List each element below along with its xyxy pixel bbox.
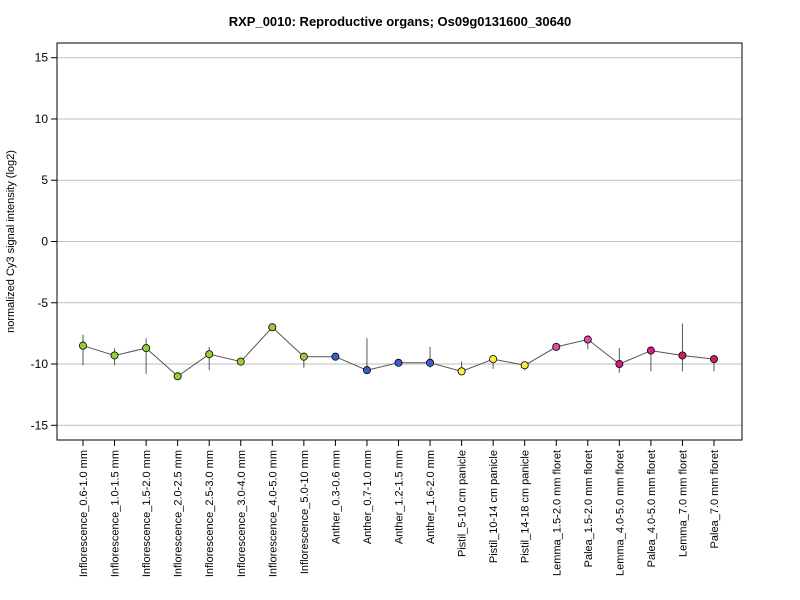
data-point [520,361,529,370]
data-point [362,366,371,375]
data-point [173,372,182,381]
data-point [394,358,403,367]
data-point [489,355,498,364]
x-tick-label: Palea_1.5-2.0 mm floret [583,450,595,567]
x-tick-label: Pistil_10-14 cm panicle [488,450,500,563]
data-point [268,323,277,332]
data-point [646,346,655,355]
x-tick-label: Lemma_1.5-2.0 mm floret [551,450,563,576]
x-tick-label: Lemma_7.0 mm floret [677,450,689,557]
grid-lines [57,57,742,426]
chart-title: RXP_0010: Reproductive organs; Os09g0131… [229,14,572,29]
x-tick-label: Palea_4.0-5.0 mm floret [646,450,658,567]
data-point [110,351,119,360]
x-tick-label: Anther_0.3-0.6 mm [330,450,342,544]
x-tick-label: Inflorescence_4.0-5.0 mm [267,450,279,577]
data-point [457,367,466,376]
y-tick-label: 15 [35,51,49,65]
data-point [710,355,719,364]
x-tick-label: Inflorescence_2.5-3.0 mm [204,450,216,577]
x-tick-label: Inflorescence_0.6-1.0 mm [78,450,90,577]
x-tick-label: Inflorescence_1.0-1.5 mm [110,450,122,577]
x-tick-label: Inflorescence_3.0-4.0 mm [236,450,248,577]
data-point [299,352,308,361]
y-tick-label: -15 [31,418,49,432]
data-point [236,357,245,366]
x-tick-label: Palea_7.0 mm floret [709,450,721,548]
data-point [552,342,561,351]
data-point [615,360,624,369]
data-point [79,341,88,350]
y-tick-label: -10 [31,357,49,371]
y-tick-label: 5 [41,173,48,187]
x-tick-label: Anther_0.7-1.0 mm [362,450,374,544]
data-point [583,335,592,344]
x-tick-label: Inflorescence_5.0-10 mm [299,450,311,574]
x-tick-label: Inflorescence_1.5-2.0 mm [141,450,153,577]
y-tick-label: 10 [35,112,49,126]
data-point [142,344,151,353]
data-point [331,352,340,361]
data-point [678,351,687,360]
y-tick-label: -5 [37,296,48,310]
x-tick-label: Pistil_5-10 cm panicle [457,450,469,557]
y-axis-label: normalized Cy3 signal intensity (log2) [5,150,17,333]
y-tick-label: 0 [41,235,48,249]
series [79,323,719,381]
x-tick-label: Lemma_4.0-5.0 mm floret [614,450,626,576]
x-tick-label: Pistil_14-18 cm panicle [520,450,532,563]
x-tick-label: Anther_1.2-1.5 mm [394,450,406,544]
x-tick-label: Anther_1.6-2.0 mm [425,450,437,544]
data-point [205,350,214,359]
plot-frame [56,42,743,441]
x-axis: Inflorescence_0.6-1.0 mm Inflorescence_1.… [78,440,721,577]
data-point [426,358,435,367]
x-tick-label: Inflorescence_2.0-2.5 mm [173,450,185,577]
y-axis: -15 -10 -5 0 5 10 15 [31,51,57,432]
